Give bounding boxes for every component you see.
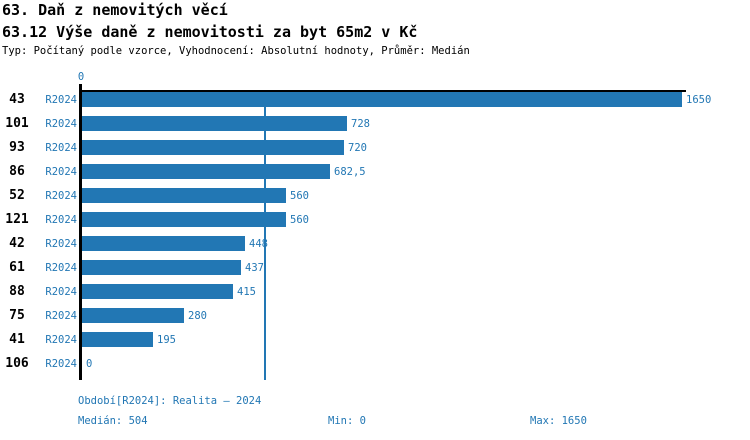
row-series-label: R2024 (45, 142, 77, 154)
bar-value-label: 280 (188, 310, 207, 322)
y-axis-line (79, 84, 82, 380)
bar-row: 121 R2024 560 (0, 212, 750, 227)
bar-value-label: 437 (245, 262, 264, 274)
bar-row: 88 R2024 415 (0, 284, 750, 299)
bar-value-label: 682,5 (334, 166, 366, 178)
bar[interactable] (82, 116, 347, 131)
footer-period: Období[R2024]: Realita – 2024 (78, 395, 262, 407)
chart-meta: Typ: Počítaný podle vzorce, Vyhodnocení:… (2, 45, 470, 57)
row-category-label: 88 (9, 284, 25, 299)
bar[interactable] (82, 188, 286, 203)
bar-row: 43 R2024 1650 (0, 92, 750, 107)
bar[interactable] (82, 260, 241, 275)
row-category-label: 43 (9, 92, 25, 107)
axis-zero-label: 0 (77, 71, 85, 83)
bar-row: 75 R2024 280 (0, 308, 750, 323)
bar-row: 86 R2024 682,5 (0, 164, 750, 179)
footer-min: Min: 0 (328, 415, 366, 427)
chart-title: 63. Daň z nemovitých věcí (2, 1, 228, 19)
bar-value-label: 195 (157, 334, 176, 346)
row-category-label: 93 (9, 140, 25, 155)
bar-row: 93 R2024 720 (0, 140, 750, 155)
row-category-label: 41 (9, 332, 25, 347)
median-line (264, 92, 267, 380)
bar[interactable] (82, 284, 233, 299)
row-series-label: R2024 (45, 118, 77, 130)
row-category-label: 52 (9, 188, 25, 203)
bar[interactable] (82, 332, 153, 347)
bar[interactable] (82, 308, 184, 323)
bar-value-label: 415 (237, 286, 256, 298)
bar[interactable] (82, 212, 286, 227)
row-series-label: R2024 (45, 190, 77, 202)
row-series-label: R2024 (45, 214, 77, 226)
row-category-label: 106 (5, 356, 29, 371)
bar[interactable] (82, 164, 330, 179)
row-series-label: R2024 (45, 262, 77, 274)
row-category-label: 101 (5, 116, 29, 131)
row-series-label: R2024 (45, 334, 77, 346)
bar-row: 52 R2024 560 (0, 188, 750, 203)
chart-subtitle: 63.12 Výše daně z nemovitosti za byt 65m… (2, 23, 418, 41)
row-series-label: R2024 (45, 238, 77, 250)
row-series-label: R2024 (45, 310, 77, 322)
row-category-label: 75 (9, 308, 25, 323)
x-axis-top-line (79, 90, 686, 92)
row-series-label: R2024 (45, 286, 77, 298)
footer-median: Medián: 504 (78, 415, 148, 427)
bar-value-label: 728 (351, 118, 370, 130)
row-series-label: R2024 (45, 94, 77, 106)
bar-row: 42 R2024 448 (0, 236, 750, 251)
bar-value-label: 560 (290, 190, 309, 202)
row-category-label: 61 (9, 260, 25, 275)
bar[interactable] (82, 140, 344, 155)
bar-row: 101 R2024 728 (0, 116, 750, 131)
bar[interactable] (82, 92, 682, 107)
row-series-label: R2024 (45, 358, 77, 370)
bar-value-label: 560 (290, 214, 309, 226)
bar-row: 106 R2024 0 (0, 356, 750, 371)
bar-value-label: 448 (249, 238, 268, 250)
bar-row: 61 R2024 437 (0, 260, 750, 275)
bar-value-label: 720 (348, 142, 367, 154)
bar[interactable] (82, 236, 245, 251)
footer-max: Max: 1650 (530, 415, 587, 427)
row-series-label: R2024 (45, 166, 77, 178)
bar-row: 41 R2024 195 (0, 332, 750, 347)
row-category-label: 121 (5, 212, 29, 227)
bar-value-label: 1650 (686, 94, 712, 106)
row-category-label: 42 (9, 236, 25, 251)
bar-value-label: 0 (86, 358, 93, 370)
row-category-label: 86 (9, 164, 25, 179)
